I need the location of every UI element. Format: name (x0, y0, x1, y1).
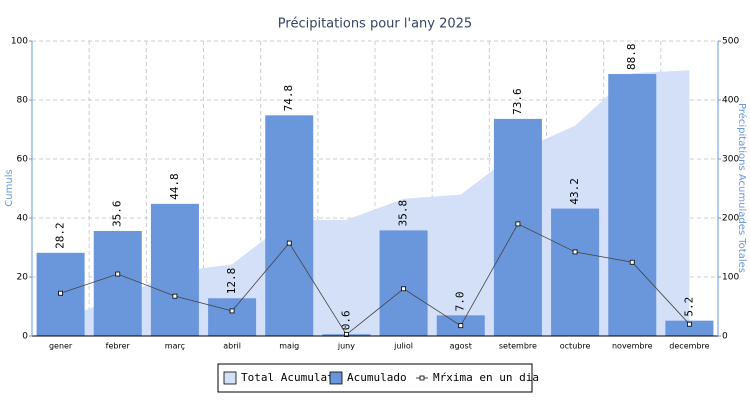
y2-tick-label: 0 (722, 332, 728, 342)
value-label: 44.8 (168, 173, 181, 200)
value-label: 35.6 (111, 200, 124, 227)
bar (665, 320, 714, 336)
value-label: 35.8 (397, 200, 410, 227)
bar (379, 230, 428, 336)
x-tick-label: setembre (499, 342, 537, 351)
x-tick-label: novembre (612, 342, 653, 351)
line-marker (229, 308, 235, 314)
y-tick-label: 0 (22, 332, 28, 342)
legend-label: Total Acumulat (241, 371, 334, 384)
bar (150, 203, 199, 336)
line-marker (401, 286, 406, 292)
value-label: 43.2 (568, 178, 581, 205)
bar (265, 115, 314, 336)
bar (608, 74, 657, 336)
x-tick-label: maig (279, 342, 299, 351)
x-tick-label: juny (337, 342, 355, 351)
y2-tick-label: 500 (722, 37, 739, 47)
x-tick-label: juliol (393, 342, 413, 351)
bar (493, 118, 542, 336)
y2-tick-label: 100 (722, 273, 739, 283)
bar (93, 230, 142, 336)
y-tick-label: 100 (11, 37, 28, 47)
y-axis-label: Cumuls (4, 169, 15, 206)
legend-box (217, 363, 533, 393)
line-marker (58, 290, 63, 296)
legend-swatch (419, 375, 425, 381)
line-marker (286, 240, 292, 246)
value-label: 12.8 (225, 268, 238, 295)
x-tick-label: març (165, 342, 185, 351)
x-tick-label: octubre (560, 342, 591, 351)
x-tick-label: gener (49, 342, 73, 351)
value-label: 73.6 (511, 88, 524, 115)
y2-tick-label: 200 (722, 214, 739, 224)
line-marker (115, 271, 121, 277)
bar (551, 208, 600, 336)
value-label: 5.2 (682, 297, 695, 317)
chart-title: Précipitations pour l'any 2025 (278, 17, 472, 32)
y-tick-label: 20 (17, 273, 29, 283)
legend-label: Mŕxima en un dia (433, 371, 539, 384)
legend-label: Acumulado (347, 371, 407, 384)
line-marker (687, 321, 692, 327)
y2-tick-label: 400 (722, 96, 739, 106)
value-label: 0.6 (339, 310, 352, 330)
legend-swatch (223, 371, 237, 385)
value-label: 28.2 (54, 222, 67, 249)
line-marker (458, 323, 464, 329)
legend-swatch (329, 371, 343, 385)
line-marker (344, 332, 349, 337)
line-marker (572, 249, 578, 255)
line-marker (515, 221, 521, 227)
x-tick-label: febrer (106, 342, 131, 351)
line-marker (172, 293, 178, 299)
value-label: 7.0 (454, 291, 467, 311)
y-tick-label: 60 (17, 155, 29, 165)
line (60, 223, 690, 336)
line-marker (629, 259, 635, 265)
x-tick-label: agost (450, 342, 472, 351)
y-tick-label: 40 (17, 214, 29, 224)
bar (208, 298, 257, 336)
x-tick-label: decembre (669, 342, 709, 351)
value-label: 74.8 (282, 85, 295, 112)
y2-tick-label: 300 (722, 155, 739, 165)
y-tick-label: 80 (17, 96, 29, 106)
y2-axis-label: Précipitations Acumulades Totales (736, 103, 748, 273)
x-tick-label: abril (223, 342, 241, 351)
value-label: 88.8 (625, 44, 638, 71)
